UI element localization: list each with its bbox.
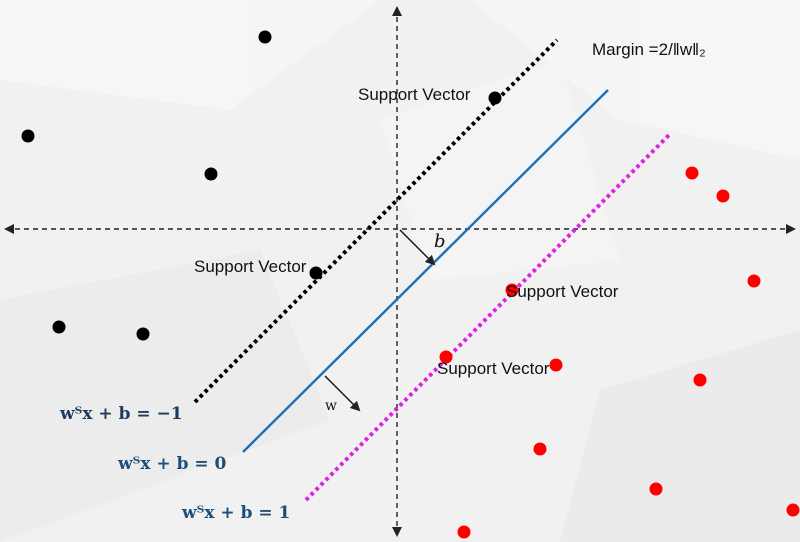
data-points: [21, 30, 800, 539]
b-label: b: [434, 231, 446, 252]
negative-point-3: [52, 320, 66, 334]
margin-line-positive: [304, 132, 672, 502]
positive-point-8: [439, 350, 453, 364]
positive-point-6: [786, 503, 800, 517]
margin-line-negative: [193, 38, 559, 404]
positive-point-0: [685, 166, 699, 180]
positive-point-10: [505, 283, 519, 297]
w-normal-arrow: [324, 375, 361, 412]
positive-point-9: [549, 358, 563, 372]
negative-point-2: [204, 167, 218, 181]
b-arrow: [399, 229, 436, 266]
equation-zero: wᵀx + b = 0: [118, 454, 227, 474]
negative-point-1: [21, 129, 35, 143]
negative-point-4: [136, 327, 150, 341]
positive-point-7: [457, 525, 471, 539]
support-vector-label-top: Support Vector: [358, 85, 471, 104]
negative-point-5: [488, 91, 502, 105]
negative-point-0: [258, 30, 272, 44]
positive-point-3: [693, 373, 707, 387]
equation-plus-one: wᵀx + b = 1: [182, 503, 291, 523]
support-vector-label-left: Support Vector: [194, 257, 307, 276]
positive-point-1: [716, 189, 730, 203]
positive-point-2: [747, 274, 761, 288]
margin-label: Margin =2/‖w‖₂: [592, 40, 706, 59]
support-vector-label-right: Support Vector: [506, 282, 619, 301]
support-vector-label-bottom: Support Vector: [437, 359, 550, 378]
positive-point-5: [649, 482, 663, 496]
w-label: w: [325, 398, 337, 414]
hyperplane-line: [242, 89, 609, 453]
positive-point-4: [533, 442, 547, 456]
negative-point-6: [309, 266, 323, 280]
equation-minus-one: wᵀx + b = −1: [60, 404, 183, 424]
